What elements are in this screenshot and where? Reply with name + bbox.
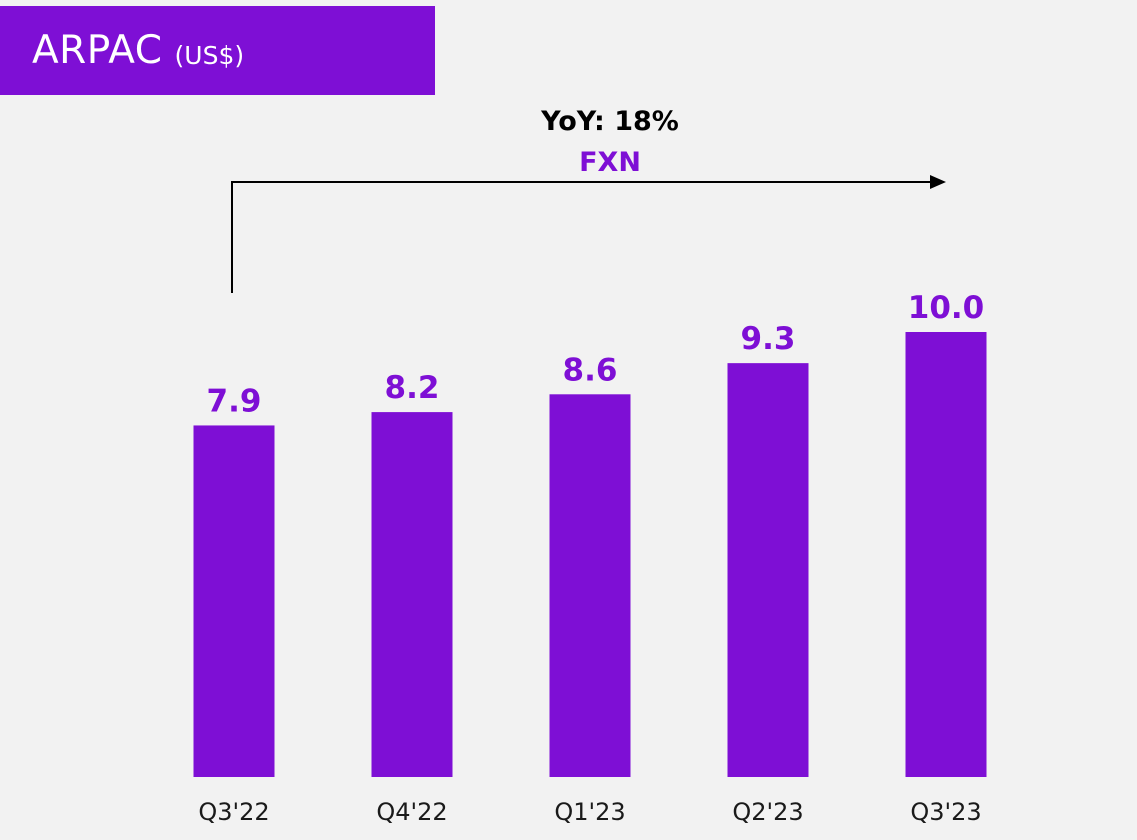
x-tick-label: Q4'22 (376, 798, 447, 826)
x-tick-label: Q2'23 (732, 798, 803, 826)
bar-Q4'22 (371, 412, 453, 777)
x-tick-label: Q1'23 (554, 798, 625, 826)
bar-value-label: 7.9 (207, 383, 262, 419)
title-banner: ARPAC (US$) (0, 6, 435, 95)
x-axis-ticks: Q3'22 Q4'22 Q1'23 Q2'23 Q3'23 (198, 798, 981, 826)
bars (193, 332, 987, 777)
bar-value-label: 9.3 (741, 321, 796, 357)
bar-Q3'22 (193, 425, 275, 777)
bar-value-label: 8.2 (385, 370, 440, 406)
bar-Q1'23 (549, 394, 631, 777)
bar-value-label: 8.6 (563, 352, 618, 388)
bar-Q3'23 (905, 332, 987, 777)
chart-title: ARPAC (32, 28, 163, 73)
fxn-label: FXN (579, 147, 641, 178)
x-tick-label: Q3'22 (198, 798, 269, 826)
bar-value-label: 10.0 (908, 290, 985, 326)
bar-Q2'23 (727, 363, 809, 777)
yoy-arrow (231, 175, 946, 293)
value-labels: 7.9 8.2 8.6 9.3 10.0 (207, 290, 985, 419)
arrow-head-icon (930, 175, 946, 189)
yoy-growth-label: YoY: 18% (541, 106, 679, 137)
chart-unit: (US$) (174, 41, 245, 70)
x-tick-label: Q3'23 (910, 798, 981, 826)
yoy-arrow-line (231, 181, 932, 293)
